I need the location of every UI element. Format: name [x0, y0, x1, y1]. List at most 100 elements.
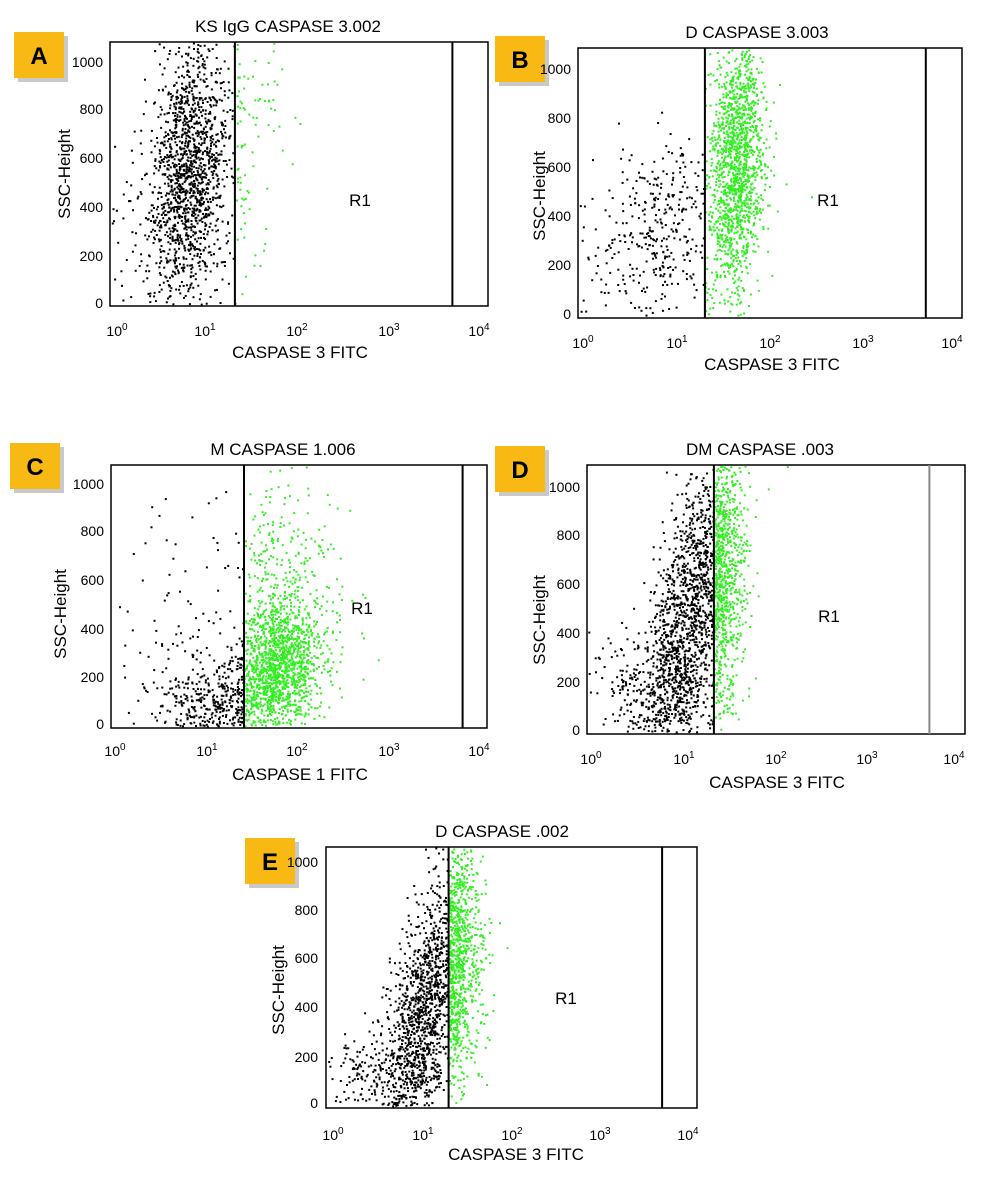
event-dot — [749, 202, 752, 205]
event-dot — [744, 134, 747, 137]
event-dot — [284, 705, 287, 708]
event-dot — [193, 146, 196, 149]
event-dot — [184, 140, 187, 143]
event-dot — [746, 251, 748, 254]
event-dot — [740, 301, 743, 304]
event-dot — [733, 232, 736, 235]
panel-a-y-tick-2: 400 — [80, 199, 104, 215]
event-dot — [286, 685, 289, 688]
event-dot — [701, 153, 704, 156]
event-dot — [166, 154, 169, 157]
event-dot — [748, 206, 751, 209]
event-dot — [724, 76, 727, 79]
event-dot — [157, 197, 159, 200]
event-dot — [225, 705, 228, 708]
event-dot — [152, 216, 155, 219]
event-dot — [745, 267, 748, 269]
event-dot — [225, 684, 228, 687]
event-dot — [216, 160, 219, 163]
event-dot — [275, 656, 278, 659]
event-dot — [278, 655, 281, 658]
event-dot — [748, 145, 751, 148]
event-dot — [222, 722, 225, 724]
event-dot — [723, 127, 725, 130]
event-dot — [658, 267, 661, 270]
event-dot — [717, 160, 720, 163]
event-dot — [193, 247, 196, 250]
event-dot — [215, 99, 218, 102]
event-dot — [721, 121, 724, 124]
event-dot — [747, 219, 750, 222]
event-dot — [247, 718, 250, 721]
event-dot — [236, 145, 239, 148]
event-dot — [744, 73, 747, 76]
event-dot — [727, 300, 730, 303]
panel-b-x-ticks: 100 101 102 103 104 — [572, 334, 963, 351]
event-dot — [300, 689, 303, 692]
event-dot — [207, 118, 210, 121]
event-dot — [765, 147, 768, 150]
event-dot — [195, 187, 198, 190]
event-dot — [183, 223, 186, 226]
event-dot — [249, 683, 252, 686]
event-dot — [711, 175, 714, 178]
event-dot — [196, 240, 198, 243]
event-dot — [729, 296, 732, 299]
event-dot — [198, 298, 201, 301]
event-dot — [183, 151, 186, 154]
event-dot — [204, 228, 206, 231]
event-dot — [167, 159, 170, 162]
event-dot — [179, 174, 182, 177]
event-dot — [247, 77, 250, 80]
event-dot — [263, 719, 266, 722]
event-dot — [730, 150, 733, 153]
event-dot — [715, 142, 718, 145]
event-dot — [204, 125, 207, 128]
event-dot — [316, 667, 319, 670]
event-dot — [204, 269, 207, 272]
event-dot — [294, 648, 297, 650]
event-dot — [743, 149, 746, 152]
event-dot — [662, 265, 665, 268]
event-dot — [741, 50, 744, 53]
event-dot — [233, 626, 236, 629]
event-dot — [711, 137, 713, 140]
event-dot — [733, 205, 736, 208]
event-dot — [721, 101, 724, 104]
event-dot — [267, 661, 270, 664]
event-dot — [237, 688, 240, 690]
event-dot — [260, 679, 262, 681]
event-dot — [304, 648, 307, 651]
event-dot — [227, 221, 230, 224]
event-dot — [199, 231, 202, 233]
event-dot — [237, 657, 240, 660]
event-dot — [622, 210, 625, 213]
event-dot — [738, 162, 741, 165]
event-dot — [267, 642, 270, 644]
event-dot — [254, 254, 257, 257]
event-dot — [719, 164, 721, 167]
panel-b-y-tick-4: 800 — [548, 110, 572, 126]
event-dot — [716, 249, 719, 252]
event-dot — [727, 185, 730, 188]
event-dot — [199, 242, 202, 245]
event-dot — [140, 193, 143, 196]
event-dot — [221, 132, 224, 135]
event-dot — [224, 677, 227, 680]
event-dot — [301, 667, 304, 670]
event-dot — [692, 273, 695, 276]
event-dot — [164, 194, 167, 197]
event-dot — [272, 650, 275, 653]
event-dot — [751, 167, 754, 170]
event-dot — [313, 640, 315, 643]
event-dot — [722, 117, 725, 120]
event-dot — [212, 704, 215, 707]
event-dot — [158, 229, 161, 232]
event-dot — [743, 85, 745, 88]
event-dot — [267, 685, 269, 688]
event-dot — [723, 137, 726, 139]
event-dot — [656, 221, 659, 224]
event-dot — [160, 288, 163, 291]
event-dot — [239, 723, 242, 726]
event-dot — [181, 164, 184, 167]
